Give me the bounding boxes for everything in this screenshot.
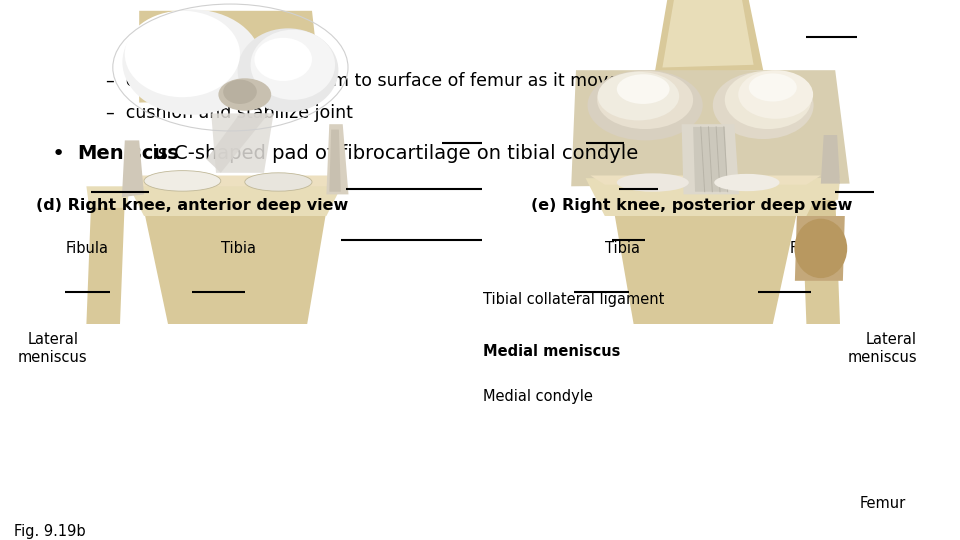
Ellipse shape (123, 10, 261, 115)
Ellipse shape (125, 11, 240, 97)
Ellipse shape (795, 219, 847, 278)
Ellipse shape (245, 173, 312, 191)
Text: Lateral
meniscus: Lateral meniscus (18, 332, 87, 365)
Text: •: • (52, 144, 65, 164)
Polygon shape (795, 216, 845, 281)
Polygon shape (139, 11, 322, 103)
Polygon shape (130, 176, 341, 186)
Ellipse shape (588, 70, 703, 140)
Polygon shape (144, 211, 326, 324)
Text: Lateral
meniscus: Lateral meniscus (847, 332, 917, 365)
Polygon shape (122, 140, 144, 197)
Text: Fibula: Fibula (65, 241, 108, 256)
Polygon shape (590, 176, 821, 185)
Polygon shape (329, 130, 341, 192)
Ellipse shape (251, 30, 335, 100)
Text: –  change shape to conform to surface of femur as it moves: – change shape to conform to surface of … (106, 72, 628, 90)
Text: Femur: Femur (859, 496, 905, 511)
Ellipse shape (712, 71, 814, 139)
Text: is C-shaped pad of fibrocartilage on tibial condyle: is C-shaped pad of fibrocartilage on tib… (146, 144, 638, 164)
Text: Meniscus: Meniscus (77, 144, 179, 164)
Ellipse shape (219, 78, 271, 111)
Polygon shape (662, 0, 754, 68)
Polygon shape (571, 70, 850, 186)
Ellipse shape (725, 71, 811, 129)
Polygon shape (86, 186, 130, 208)
Polygon shape (586, 178, 826, 216)
Ellipse shape (616, 173, 688, 192)
Text: Fibula: Fibula (790, 241, 833, 256)
Polygon shape (206, 113, 269, 173)
Polygon shape (125, 178, 346, 216)
Text: –  cushion and stabilize joint: – cushion and stabilize joint (106, 104, 352, 123)
Polygon shape (614, 213, 797, 324)
Polygon shape (655, 0, 763, 73)
Ellipse shape (598, 72, 680, 120)
Ellipse shape (223, 80, 257, 104)
Text: Tibia: Tibia (221, 241, 255, 256)
Ellipse shape (134, 19, 221, 73)
Ellipse shape (254, 38, 312, 81)
Text: Medial meniscus: Medial meniscus (483, 343, 620, 359)
Polygon shape (802, 194, 840, 324)
Text: Tibial collateral ligament: Tibial collateral ligament (483, 292, 664, 307)
Ellipse shape (738, 70, 813, 119)
Text: (e) Right knee, posterior deep view: (e) Right knee, posterior deep view (531, 198, 852, 213)
Polygon shape (682, 124, 739, 194)
Ellipse shape (714, 174, 780, 191)
Text: Medial condyle: Medial condyle (483, 389, 592, 404)
Text: (d) Right knee, anterior deep view: (d) Right knee, anterior deep view (36, 198, 348, 213)
Polygon shape (86, 200, 125, 324)
Polygon shape (326, 124, 348, 194)
Text: Tibia: Tibia (605, 241, 639, 256)
Polygon shape (693, 127, 728, 192)
Text: Fig. 9.19b: Fig. 9.19b (14, 524, 86, 539)
Polygon shape (211, 113, 274, 173)
Ellipse shape (144, 171, 221, 191)
Ellipse shape (749, 73, 797, 102)
Polygon shape (797, 178, 840, 201)
Ellipse shape (238, 28, 338, 112)
Polygon shape (821, 135, 840, 184)
Ellipse shape (597, 71, 693, 129)
Ellipse shape (616, 74, 669, 104)
